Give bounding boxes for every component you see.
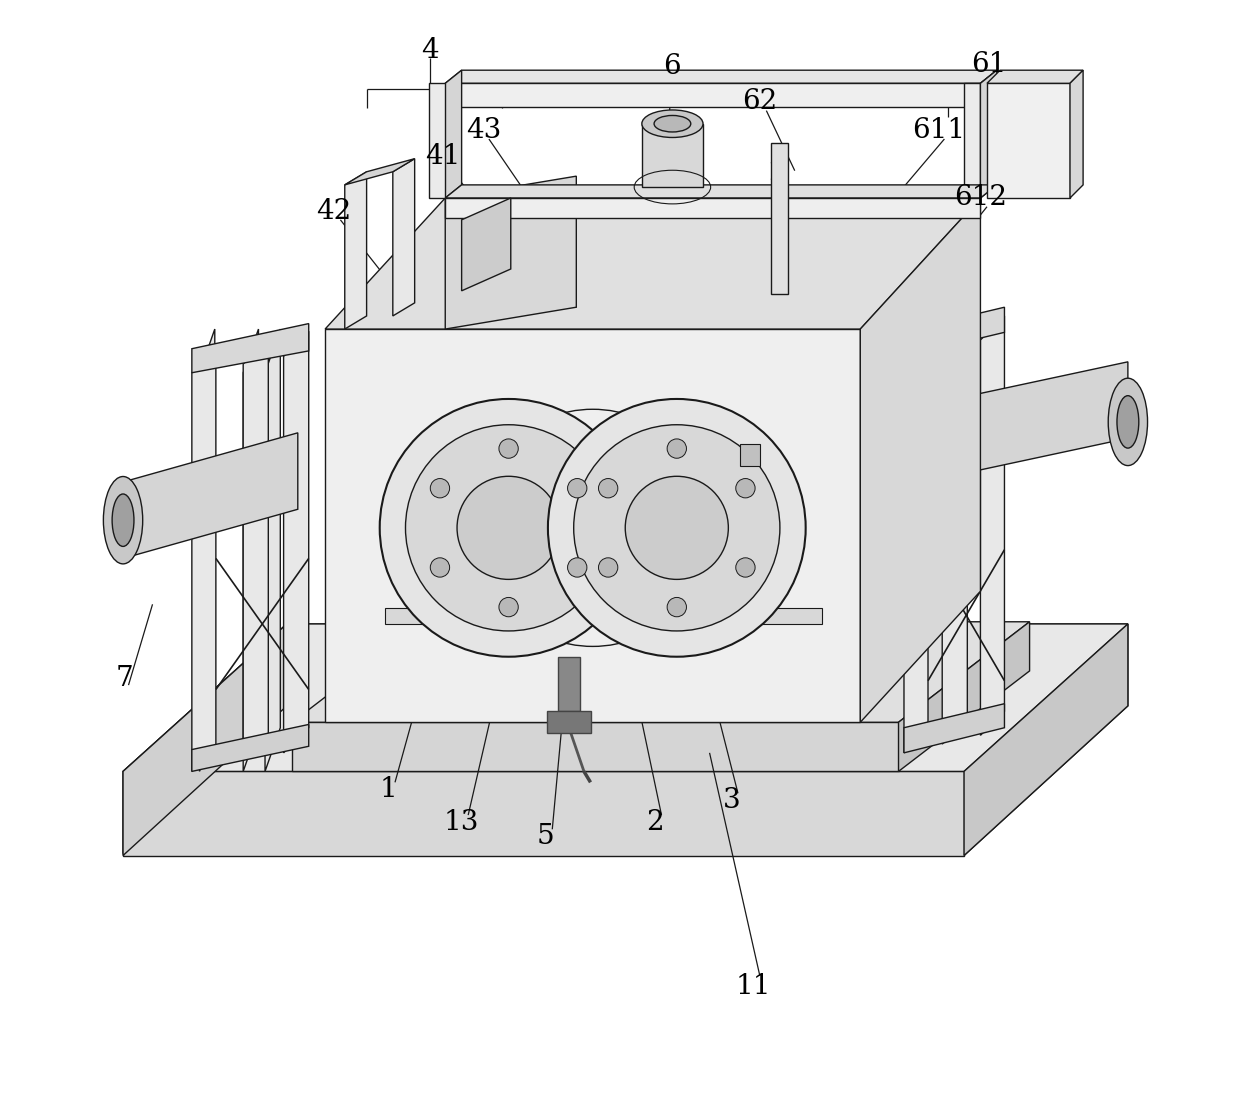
Circle shape [574, 425, 780, 631]
Text: 42: 42 [316, 197, 351, 224]
Circle shape [735, 557, 755, 577]
Polygon shape [981, 70, 997, 107]
Polygon shape [1070, 70, 1083, 198]
Circle shape [405, 425, 611, 631]
Polygon shape [904, 704, 1004, 753]
Polygon shape [293, 723, 899, 771]
Polygon shape [904, 332, 928, 753]
Ellipse shape [642, 110, 703, 138]
Polygon shape [393, 159, 414, 316]
Circle shape [735, 479, 755, 498]
Circle shape [568, 479, 587, 498]
Circle shape [379, 399, 637, 657]
Polygon shape [123, 433, 298, 558]
Polygon shape [740, 443, 760, 465]
Polygon shape [771, 143, 789, 295]
Polygon shape [345, 159, 414, 185]
Text: 61: 61 [971, 51, 1007, 78]
Polygon shape [192, 348, 216, 771]
Polygon shape [981, 70, 997, 198]
Ellipse shape [1109, 378, 1147, 465]
Polygon shape [123, 624, 286, 855]
Text: 11: 11 [735, 973, 771, 1000]
Polygon shape [243, 339, 268, 761]
Polygon shape [904, 308, 1004, 356]
Polygon shape [445, 70, 997, 83]
Polygon shape [642, 124, 703, 187]
Polygon shape [325, 330, 861, 723]
Text: 41: 41 [425, 143, 461, 170]
Polygon shape [899, 361, 1128, 487]
Polygon shape [445, 83, 981, 107]
Text: 611: 611 [913, 117, 966, 143]
Polygon shape [293, 622, 1029, 723]
Polygon shape [963, 624, 1128, 855]
Text: 13: 13 [444, 809, 480, 837]
Text: 43: 43 [466, 117, 501, 143]
Polygon shape [942, 324, 967, 745]
Circle shape [430, 557, 450, 577]
Polygon shape [547, 712, 590, 734]
Ellipse shape [112, 494, 134, 546]
Circle shape [625, 476, 728, 579]
Polygon shape [200, 330, 215, 771]
Polygon shape [243, 330, 258, 771]
Circle shape [458, 476, 560, 579]
Polygon shape [445, 70, 461, 198]
Circle shape [599, 557, 618, 577]
Text: 1: 1 [379, 776, 397, 804]
Polygon shape [987, 83, 1070, 198]
Polygon shape [265, 330, 280, 771]
Polygon shape [284, 332, 309, 753]
Text: 7: 7 [115, 665, 133, 692]
Polygon shape [192, 725, 309, 771]
Text: 5: 5 [537, 823, 554, 851]
Circle shape [498, 439, 518, 458]
Circle shape [568, 557, 587, 577]
Polygon shape [192, 324, 309, 372]
Circle shape [430, 479, 450, 498]
Polygon shape [861, 198, 981, 723]
Text: 62: 62 [743, 89, 777, 115]
Polygon shape [429, 83, 445, 198]
Polygon shape [981, 316, 1004, 736]
Polygon shape [123, 771, 963, 855]
Circle shape [548, 399, 806, 657]
Circle shape [667, 598, 687, 616]
Polygon shape [123, 624, 1128, 771]
Polygon shape [899, 622, 1029, 771]
Polygon shape [461, 198, 511, 291]
Polygon shape [445, 185, 997, 198]
Circle shape [498, 598, 518, 616]
Text: 612: 612 [954, 184, 1007, 211]
Polygon shape [987, 70, 1083, 83]
Polygon shape [445, 198, 981, 218]
Ellipse shape [103, 476, 143, 564]
Circle shape [667, 439, 687, 458]
Polygon shape [386, 608, 822, 624]
Polygon shape [325, 198, 981, 330]
Polygon shape [345, 172, 367, 330]
Text: 3: 3 [723, 787, 740, 815]
Circle shape [599, 479, 618, 498]
Text: 6: 6 [663, 54, 681, 80]
Ellipse shape [1117, 395, 1138, 448]
Polygon shape [123, 624, 1128, 855]
Text: 2: 2 [646, 809, 663, 837]
Text: 4: 4 [422, 37, 439, 64]
Polygon shape [445, 176, 577, 330]
Polygon shape [963, 83, 981, 198]
Polygon shape [558, 657, 579, 712]
Ellipse shape [653, 115, 691, 132]
